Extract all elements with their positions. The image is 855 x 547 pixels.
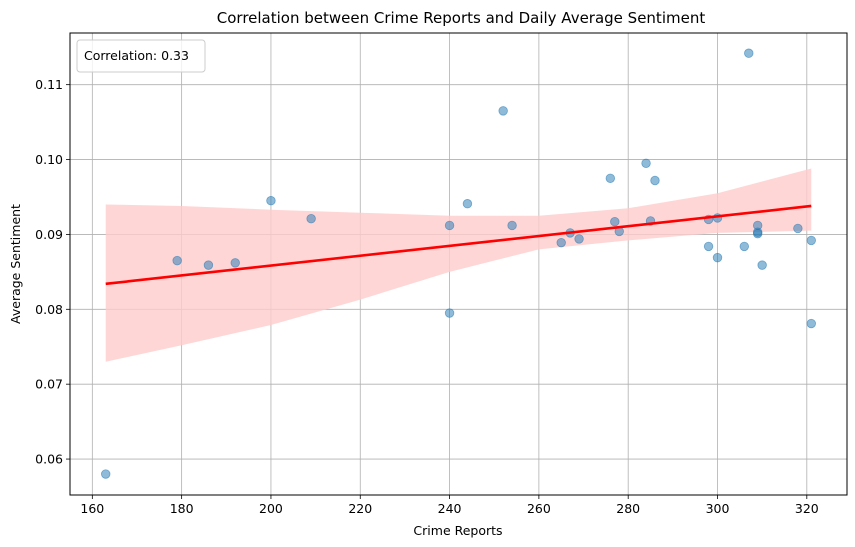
scatter-point xyxy=(744,48,754,58)
y-tick-label: 0.07 xyxy=(35,377,63,392)
y-tick-label: 0.11 xyxy=(35,77,63,92)
scatter-point xyxy=(101,469,111,479)
y-axis-ticks: 0.06 0.07 0.08 0.09 0.10 0.11 xyxy=(35,77,70,467)
scatter-point xyxy=(806,235,816,246)
scatter-point xyxy=(793,223,803,234)
y-tick-label: 0.10 xyxy=(35,152,63,167)
y-tick-label: 0.06 xyxy=(35,452,63,467)
x-tick-label: 240 xyxy=(438,501,462,516)
scatter-point xyxy=(650,175,660,186)
data-points xyxy=(101,48,816,479)
scatter-point xyxy=(444,308,455,318)
scatter-point xyxy=(712,252,723,263)
scatter-point xyxy=(507,220,517,231)
confidence-band-group xyxy=(105,168,812,362)
scatter-point xyxy=(806,318,816,329)
x-tick-label: 320 xyxy=(795,501,819,516)
scatter-point xyxy=(203,260,214,270)
scatter-point xyxy=(703,241,714,252)
scatter-point xyxy=(556,237,566,248)
scatter-point xyxy=(230,258,240,268)
x-tick-label: 260 xyxy=(527,501,551,516)
scatter-point xyxy=(462,199,473,209)
x-tick-label: 280 xyxy=(616,501,640,516)
scatter-point xyxy=(306,213,316,224)
scatter-point xyxy=(757,260,767,270)
scatter-point xyxy=(444,220,455,231)
regression-line-group xyxy=(105,204,812,286)
x-tick-label: 200 xyxy=(259,501,283,516)
scatter-point xyxy=(739,241,749,252)
y-tick-label: 0.08 xyxy=(35,302,63,317)
plot-frame xyxy=(69,32,848,496)
scatter-point xyxy=(641,158,651,168)
confidence-band xyxy=(105,168,812,362)
scatter-point xyxy=(752,228,763,239)
legend-frame xyxy=(76,39,206,73)
y-tick-label: 0.09 xyxy=(35,227,63,242)
x-tick-label: 220 xyxy=(348,501,372,516)
scatter-point xyxy=(574,234,584,244)
scatter-point xyxy=(605,173,616,183)
legend-box: Correlation: 0.33 xyxy=(76,39,206,73)
correlation-annotation: Correlation: 0.33 xyxy=(84,48,189,63)
scatter-point xyxy=(266,196,276,206)
x-tick-label: 300 xyxy=(706,501,730,516)
y-axis-label: Average Sentiment xyxy=(8,204,23,324)
x-axis-ticks: 160 180 200 220 240 260 280 300 320 xyxy=(80,495,819,516)
scatter-point xyxy=(498,106,508,116)
x-tick-label: 180 xyxy=(170,501,194,516)
chart-title: Correlation between Crime Reports and Da… xyxy=(217,9,706,27)
scatter-point xyxy=(610,216,620,227)
x-tick-label: 160 xyxy=(80,501,104,516)
scatter-point xyxy=(172,255,182,266)
regression-line xyxy=(105,204,812,286)
x-axis-label: Crime Reports xyxy=(413,523,502,538)
